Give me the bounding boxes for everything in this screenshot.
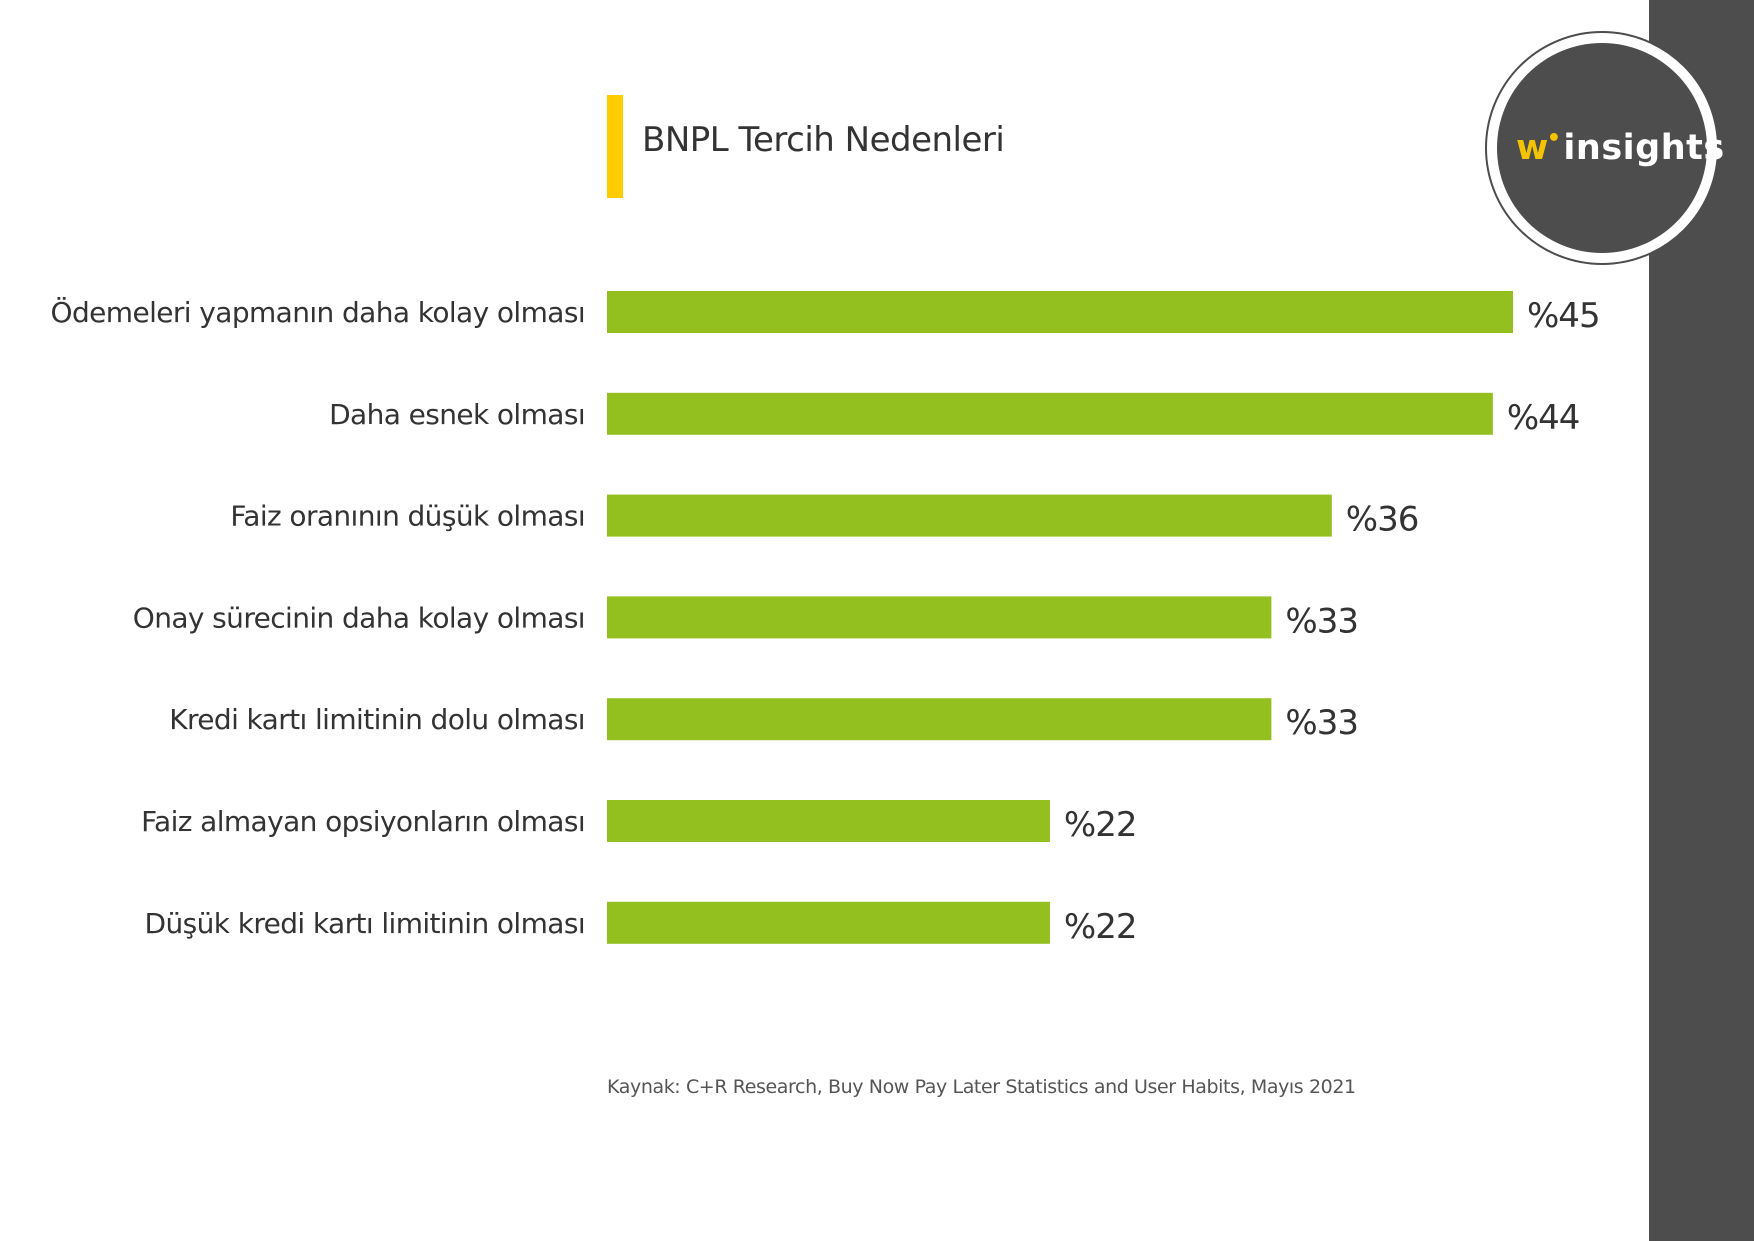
bar [607, 291, 1513, 333]
logo-word: insights [1563, 128, 1725, 168]
category-label: Faiz oranının düşük olması [230, 500, 585, 533]
bar [607, 494, 1332, 537]
value-label: %36 [1346, 500, 1419, 540]
category-label: Ödemeleri yapmanın daha kolay olması [51, 295, 585, 329]
category-label: Onay sürecinin daha kolay olması [133, 601, 585, 634]
value-label: %33 [1285, 601, 1358, 641]
source-note: Kaynak: C+R Research, Buy Now Pay Later … [607, 1076, 1356, 1098]
value-label: %33 [1285, 703, 1358, 743]
bar [607, 901, 1050, 944]
logo-dot: • [1546, 126, 1562, 151]
bar [607, 800, 1050, 842]
bar [607, 698, 1272, 741]
value-label: %22 [1064, 907, 1137, 947]
title-accent-bar [607, 95, 623, 198]
logo-w: w [1516, 128, 1549, 168]
value-label: %44 [1507, 398, 1580, 438]
category-label: Kredi kartı limitinin dolu olması [169, 703, 585, 736]
category-label: Düşük kredi kartı limitinin olması [145, 907, 585, 940]
value-label: %45 [1527, 296, 1600, 336]
logo-disc [1497, 43, 1707, 253]
category-label: Faiz almayan opsiyonların olması [141, 805, 585, 838]
winsights-logo: w•insights [1516, 120, 1724, 176]
chart-title: BNPL Tercih Nedenleri [642, 120, 1005, 160]
bar [607, 596, 1272, 639]
value-label: %22 [1064, 805, 1137, 845]
category-label: Daha esnek olması [329, 398, 585, 431]
bar [607, 392, 1493, 435]
